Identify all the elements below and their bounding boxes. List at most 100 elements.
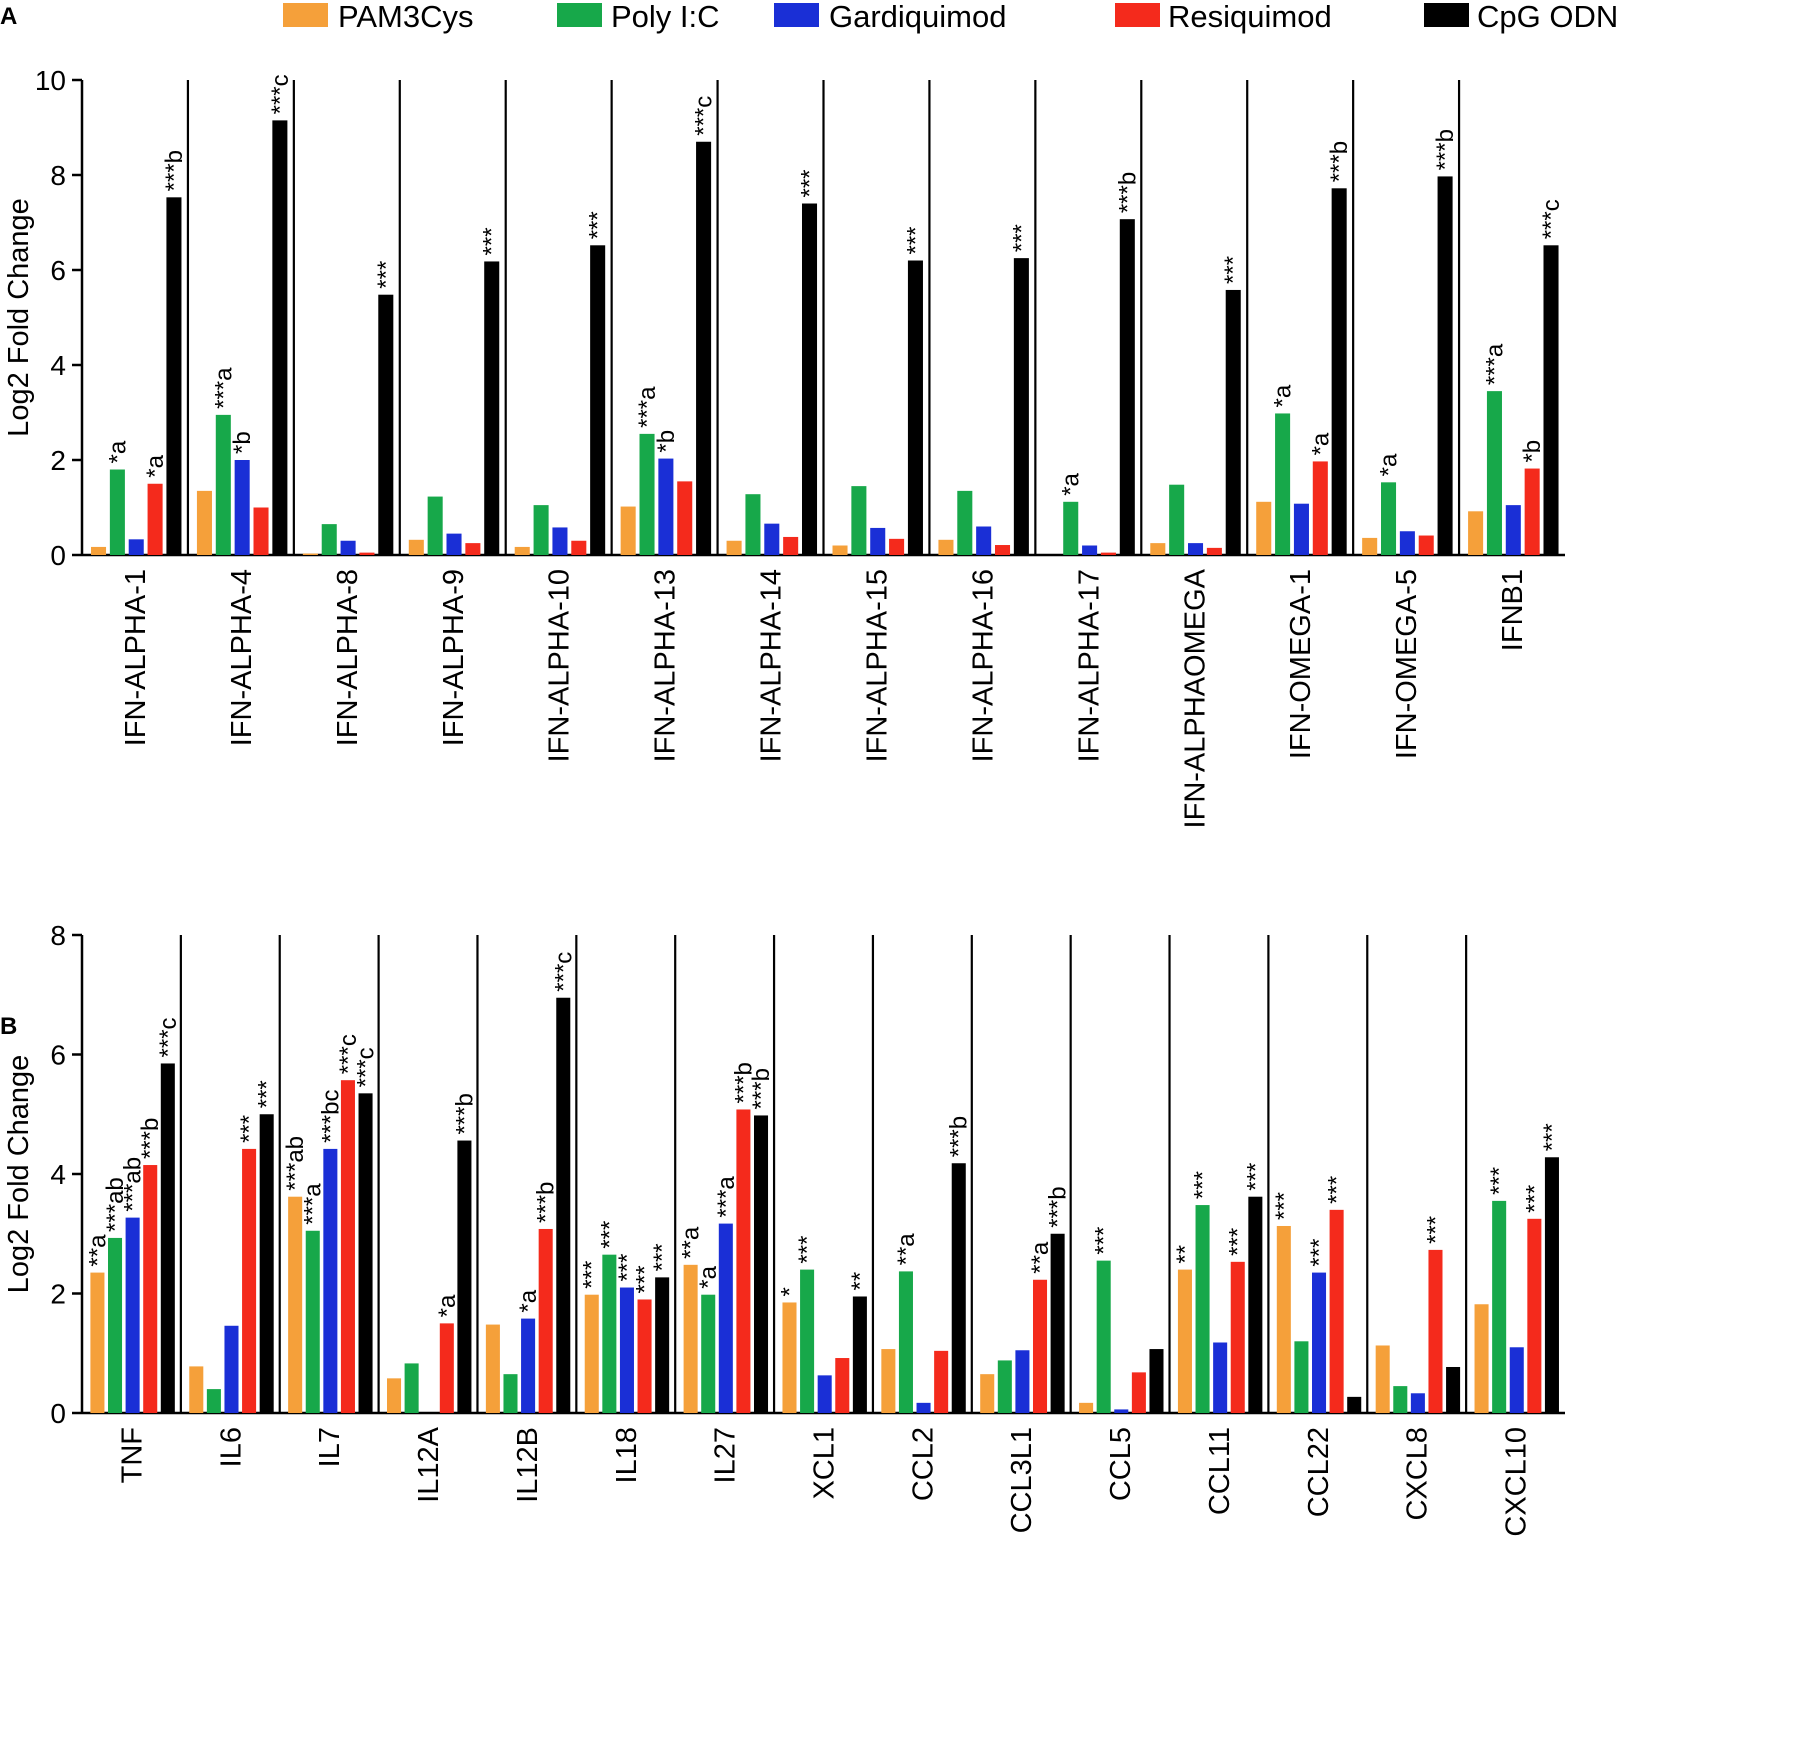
- bar-ifn-alpha-4-poly-i-c: [215, 414, 231, 555]
- bar-il18-gardiquimod: [619, 1287, 634, 1413]
- x-tick-label-il6: IL6: [215, 1427, 247, 1467]
- bar-ccl2-cpg-odn: [951, 1163, 966, 1413]
- x-tick-label-ifn-alpha-15: IFN-ALPHA-15: [861, 569, 893, 762]
- significance-label: ***b: [137, 1118, 164, 1159]
- x-tick-label-ifn-alpha-16: IFN-ALPHA-16: [967, 569, 999, 762]
- significance-label: ***bc: [317, 1090, 344, 1143]
- x-tick-label-il27: IL27: [710, 1427, 742, 1483]
- x-tick-label-ifn-alpha-17: IFN-ALPHA-17: [1073, 569, 1105, 762]
- bar-ifn-alpha-15-pam3cys: [832, 545, 848, 555]
- legend-item-polyic: Poly I:C: [557, 0, 720, 34]
- y-tick-label: 8: [50, 160, 66, 191]
- x-tick-label-ifn-alpha-8: IFN-ALPHA-8: [332, 569, 364, 746]
- significance-label: ***: [585, 211, 612, 239]
- significance-label: ***: [632, 1265, 659, 1293]
- bar-ifn-alphaomega-resiquimod: [1206, 547, 1222, 555]
- x-tick-label-ifn-omega-1: IFN-OMEGA-1: [1285, 569, 1317, 759]
- bar-il12b-pam3cys: [485, 1324, 500, 1413]
- significance-label: *a: [1376, 453, 1403, 476]
- bar-ccl3l1-poly-i-c: [997, 1360, 1012, 1413]
- bar-ccl3l1-resiquimod: [1032, 1279, 1048, 1413]
- bar-il6-gardiquimod: [224, 1325, 239, 1413]
- bar-ifn-alphaomega-pam3cys: [1150, 543, 1166, 555]
- significance-label: ***: [1091, 1227, 1118, 1255]
- y-tick-label: 6: [50, 255, 66, 286]
- bar-ifn-alpha-10-gardiquimod: [552, 527, 568, 555]
- bar-xcl1-resiquimod: [835, 1358, 850, 1413]
- legend-swatch-gardiquimod: [774, 3, 819, 27]
- bar-ifn-alpha-16-resiquimod: [994, 545, 1011, 555]
- bar-ifn-alpha-13-pam3cys: [620, 506, 636, 555]
- bar-ccl3l1-gardiquimod: [1015, 1350, 1030, 1413]
- bar-ifn-alpha-15-gardiquimod: [870, 527, 886, 555]
- bar-il27-poly-i-c: [701, 1294, 716, 1413]
- significance-label: ***ab: [120, 1157, 147, 1212]
- bar-ccl22-resiquimod: [1329, 1209, 1344, 1413]
- x-tick-label-cxcl10: CXCL10: [1501, 1427, 1533, 1537]
- significance-label: ***: [1220, 256, 1247, 284]
- significance-label: *a: [695, 1265, 722, 1288]
- bar-ifn-alpha-10-poly-i-c: [533, 505, 549, 555]
- bar-ifn-omega-5-poly-i-c: [1381, 482, 1397, 555]
- significance-label: ***b: [1326, 141, 1353, 182]
- bar-ifn-alpha-8-pam3cys: [302, 553, 318, 555]
- significance-label: ***b: [1045, 1186, 1072, 1227]
- bar-ccl11-poly-i-c: [1195, 1205, 1210, 1413]
- significance-label: ***c: [335, 1034, 362, 1074]
- x-tick-label-ifn-alpha-4: IFN-ALPHA-4: [226, 569, 258, 746]
- bar-il7-gardiquimod: [323, 1148, 338, 1413]
- bar-il6-poly-i-c: [206, 1389, 221, 1413]
- bar-ccl22-gardiquimod: [1312, 1272, 1327, 1413]
- bar-ccl22-pam3cys: [1276, 1225, 1291, 1413]
- bar-il7-poly-i-c: [305, 1230, 320, 1413]
- significance-label: ***c: [155, 1017, 182, 1057]
- bar-ccl3l1-pam3cys: [980, 1374, 995, 1413]
- bar-ifn-alpha-15-poly-i-c: [851, 486, 867, 555]
- significance-label: ***: [1008, 224, 1035, 252]
- bar-tnf-cpg-odn: [160, 1063, 175, 1413]
- significance-label: ***: [479, 227, 506, 255]
- significance-label: ***c: [1538, 199, 1565, 239]
- significance-label: *b: [1519, 440, 1546, 463]
- bar-il18-poly-i-c: [602, 1254, 617, 1413]
- significance-label: ***b: [161, 150, 188, 191]
- bar-ifn-alpha-10-cpg-odn: [590, 245, 606, 556]
- significance-label: ***: [902, 226, 929, 254]
- legend-label-cpgodn: CpG ODN: [1477, 0, 1618, 34]
- legend-item-gardiquimod: Gardiquimod: [774, 0, 1006, 34]
- y-axis-title: Log2 Fold Change: [3, 198, 35, 437]
- x-tick-label-il7: IL7: [314, 1427, 346, 1467]
- bar-ifn-alpha-1-pam3cys: [91, 546, 107, 555]
- x-tick-label-ifn-alphaomega: IFN-ALPHAOMEGA: [1179, 568, 1211, 828]
- x-tick-label-ifn-alpha-1: IFN-ALPHA-1: [120, 569, 152, 746]
- bar-ifn-omega-1-cpg-odn: [1331, 188, 1347, 556]
- bar-ifnb1-poly-i-c: [1486, 391, 1502, 555]
- bar-ifn-alpha-4-gardiquimod: [234, 460, 250, 555]
- bar-cxcl10-resiquimod: [1527, 1218, 1542, 1413]
- bar-tnf-resiquimod: [143, 1165, 158, 1413]
- bar-ifnb1-cpg-odn: [1543, 245, 1559, 556]
- bar-ifn-omega-5-resiquimod: [1418, 535, 1434, 555]
- y-tick-label: 2: [50, 1279, 66, 1310]
- x-tick-label-ccl3l1: CCL3L1: [1006, 1427, 1038, 1533]
- bar-ccl11-resiquimod: [1230, 1261, 1245, 1413]
- bar-ccl5-poly-i-c: [1096, 1260, 1111, 1413]
- bar-cxcl10-gardiquimod: [1509, 1347, 1524, 1413]
- bar-ifn-alpha-4-resiquimod: [253, 507, 269, 555]
- bar-tnf-poly-i-c: [108, 1237, 123, 1413]
- significance-label: ***: [1225, 1228, 1252, 1256]
- x-tick-label-ifn-alpha-9: IFN-ALPHA-9: [438, 569, 470, 746]
- x-tick-label-ccl2: CCL2: [907, 1427, 939, 1501]
- y-tick-label: 4: [50, 350, 66, 381]
- significance-label: **: [1172, 1245, 1199, 1264]
- significance-label: **a: [84, 1234, 111, 1267]
- significance-label: ***b: [946, 1116, 973, 1157]
- bar-ifn-alpha-14-cpg-odn: [801, 203, 818, 555]
- bar-xcl1-pam3cys: [782, 1302, 797, 1413]
- significance-label: *a: [434, 1294, 461, 1317]
- bar-ifn-alpha-9-cpg-odn: [484, 261, 500, 555]
- x-tick-label-ifn-omega-5: IFN-OMEGA-5: [1391, 569, 1423, 759]
- bar-ccl2-gardiquimod: [916, 1402, 931, 1413]
- bar-ifn-alpha-4-pam3cys: [196, 490, 212, 555]
- panel-a-chart: 0 2 4 6 8 10 Log2 Fold Change *a *a ***b IFN-ALPHA…: [3, 65, 1565, 828]
